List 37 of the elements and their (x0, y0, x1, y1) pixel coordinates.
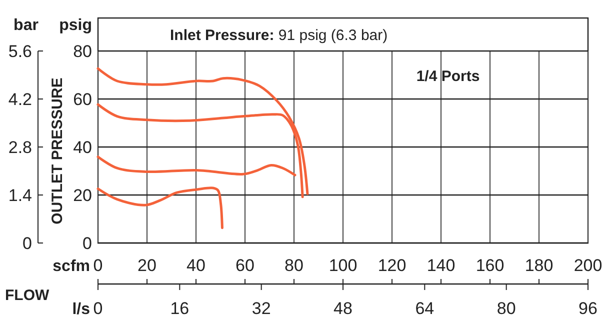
y2-tick-label: 2.8 (8, 138, 32, 157)
line-series (96, 156, 296, 176)
line-series (96, 67, 309, 196)
x-tick-label: 20 (138, 256, 156, 275)
y2-tick-label: 0 (22, 234, 32, 253)
x-tick-label: 100 (328, 256, 358, 275)
y-axis-title: psig (59, 17, 92, 34)
x2-tick-label: 96 (578, 299, 598, 318)
x2-tick-label: 16 (170, 299, 190, 318)
x2-tick-label: 64 (415, 299, 434, 318)
y-tick-label: 0 (82, 234, 92, 253)
y2-axis-title: bar (14, 17, 38, 34)
x2-axis-title: l/s (72, 301, 90, 318)
y-tick-label: 60 (73, 90, 92, 109)
annotation: 1/4 Ports (416, 68, 480, 85)
y2-tick-label: 5.6 (8, 42, 32, 61)
x-tick-label: 140 (426, 256, 456, 275)
x-tick-label: 160 (476, 256, 504, 275)
text: OUTLET PRESSURE (49, 78, 66, 224)
x-tick-label: 60 (236, 256, 254, 275)
x-tick-label: 200 (574, 256, 602, 275)
y-tick-label: 20 (73, 186, 92, 205)
x2-tick-label: 32 (252, 299, 271, 318)
x2-tick-label: 80 (496, 299, 516, 318)
x-tick-label: 40 (186, 256, 206, 275)
x-tick-label: 80 (284, 256, 304, 275)
y-tick-label: 80 (73, 42, 92, 61)
chart-title: Inlet Pressure: 91 psig (6.3 bar) (170, 27, 388, 44)
y2-tick-label: 4.2 (8, 90, 32, 109)
text: FLOW (5, 287, 50, 304)
y-tick-label: 40 (73, 138, 92, 157)
x-axis-title: scfm (52, 258, 90, 275)
y2-tick-label: 1.4 (8, 186, 32, 205)
x-tick-label: 120 (378, 256, 406, 275)
line-series (96, 186, 224, 230)
x-tick-label: 180 (524, 256, 554, 275)
x2-tick-label: 48 (334, 299, 352, 318)
